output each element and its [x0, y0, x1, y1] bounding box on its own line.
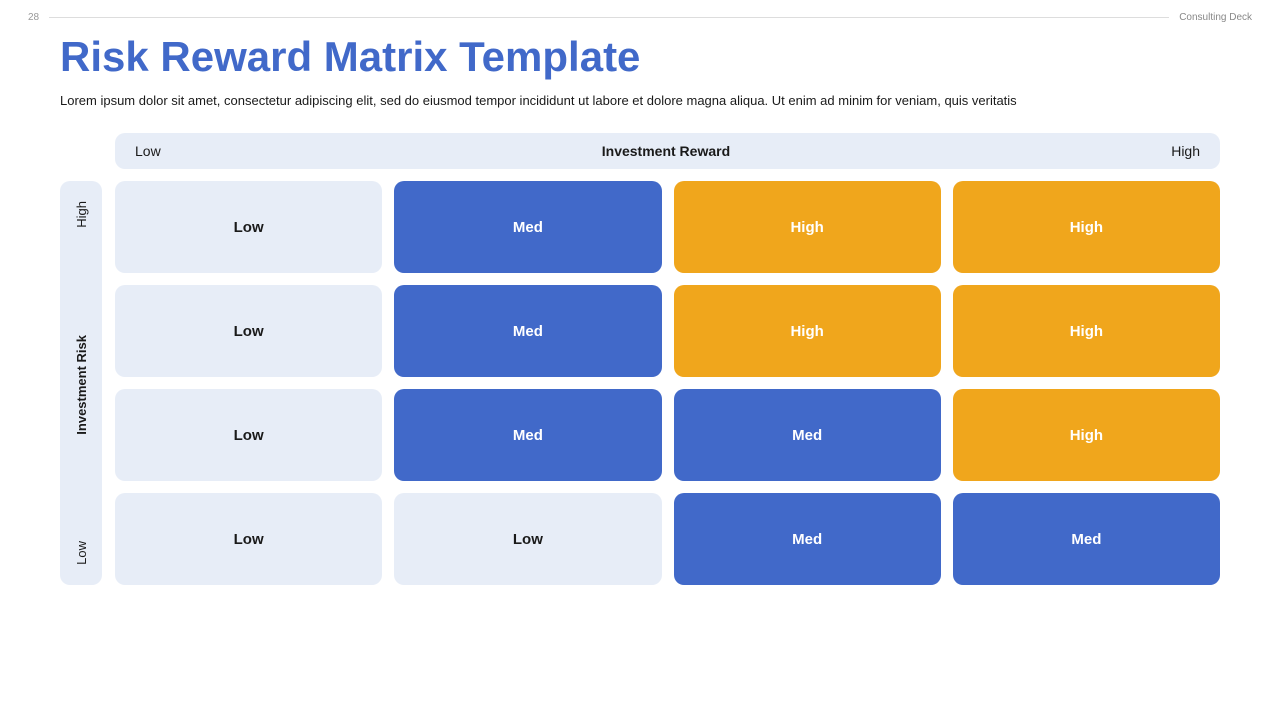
matrix-cell: High — [953, 285, 1220, 377]
matrix-cell: High — [674, 285, 941, 377]
slide-subtitle: Lorem ipsum dolor sit amet, consectetur … — [60, 93, 1220, 108]
matrix-cell: High — [953, 181, 1220, 273]
x-axis-low-label: Low — [135, 143, 161, 159]
matrix-cell: Low — [115, 493, 382, 585]
x-axis-high-label: High — [1171, 143, 1200, 159]
matrix-grid: LowMedHighHighLowMedHighHighLowMedMedHig… — [115, 181, 1220, 585]
page-number: 28 — [28, 12, 39, 23]
y-axis: High Investment Risk Low — [60, 181, 102, 585]
matrix-cell: Low — [115, 181, 382, 273]
deck-label: Consulting Deck — [1179, 12, 1252, 23]
matrix-cell: Med — [674, 389, 941, 481]
slide-content: Risk Reward Matrix Template Lorem ipsum … — [0, 23, 1280, 585]
matrix-cell: Low — [394, 493, 661, 585]
x-axis-title: Investment Reward — [161, 143, 1172, 159]
matrix-body: High Investment Risk Low LowMedHighHighL… — [60, 181, 1220, 585]
y-axis-low-label: Low — [74, 541, 89, 565]
slide-header: 28 Consulting Deck — [0, 0, 1280, 23]
matrix-cell: Med — [394, 181, 661, 273]
matrix-cell: Med — [674, 493, 941, 585]
matrix-cell: High — [953, 389, 1220, 481]
matrix-cell: High — [674, 181, 941, 273]
x-axis-header: Low Investment Reward High — [115, 133, 1220, 169]
risk-reward-matrix: Low Investment Reward High High Investme… — [60, 133, 1220, 585]
matrix-cell: Low — [115, 285, 382, 377]
matrix-cell: Low — [115, 389, 382, 481]
slide-title: Risk Reward Matrix Template — [60, 33, 1220, 81]
header-divider — [49, 17, 1169, 18]
matrix-cell: Med — [953, 493, 1220, 585]
y-axis-title: Investment Risk — [74, 335, 89, 435]
matrix-cell: Med — [394, 285, 661, 377]
y-axis-high-label: High — [74, 201, 89, 228]
matrix-cell: Med — [394, 389, 661, 481]
